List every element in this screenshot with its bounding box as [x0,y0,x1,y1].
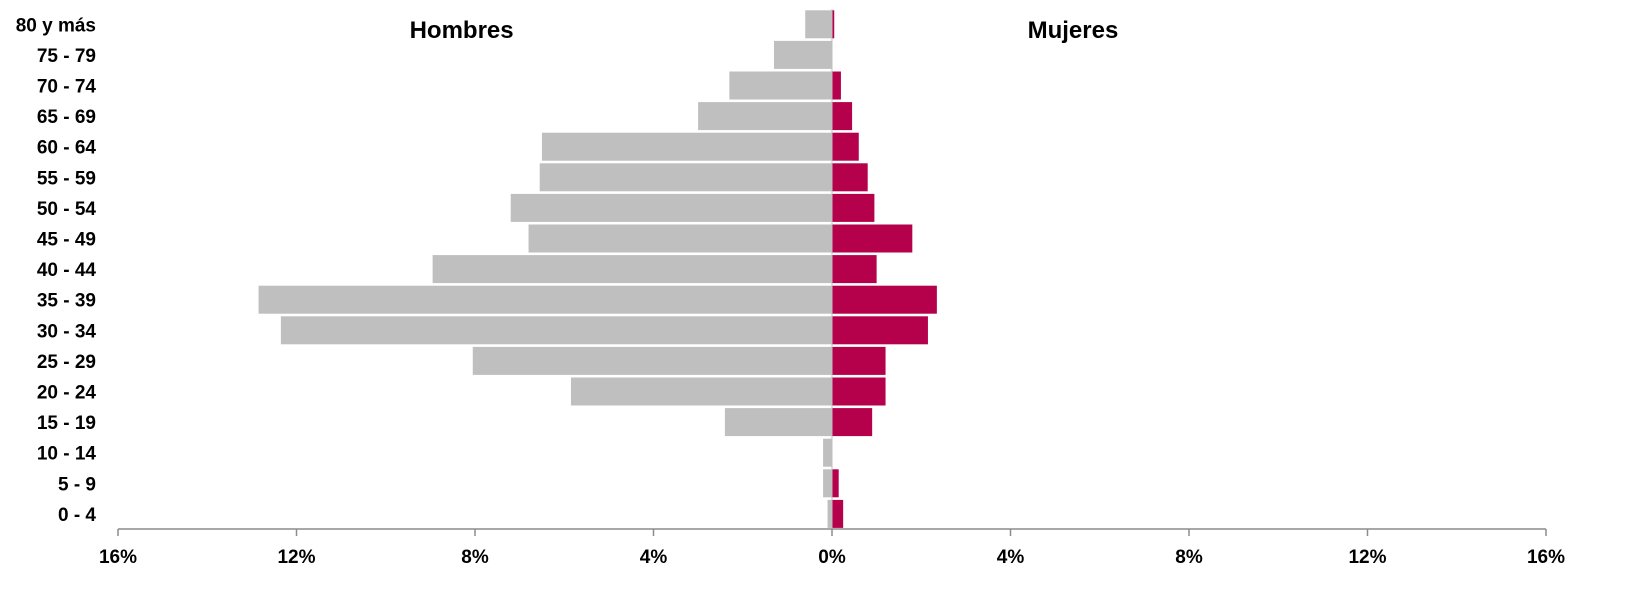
mujeres-group-label: Mujeres [1028,17,1119,44]
hombres-bars [258,10,833,528]
bar-hombres-6 [510,193,832,222]
bar-mujeres-8 [832,255,877,284]
bar-mujeres-4 [832,132,859,161]
bar-mujeres-9 [832,285,937,314]
age-label-2: 70 - 74 [37,77,97,98]
bar-hombres-3 [698,102,832,131]
bar-mujeres-0 [832,10,835,39]
x-tick-label-4: 0% [818,547,846,568]
mujeres-bars [832,10,937,528]
bar-hombres-5 [539,163,832,192]
x-tick-label-3: 4% [640,547,668,568]
bar-mujeres-11 [832,346,886,375]
bar-hombres-1 [773,40,832,69]
age-label-4: 60 - 64 [37,138,97,159]
bar-mujeres-3 [832,102,853,131]
x-tick-label-5: 4% [997,547,1025,568]
bar-hombres-16 [827,499,832,528]
age-label-5: 55 - 59 [37,168,96,189]
bar-hombres-12 [570,377,832,406]
bar-mujeres-12 [832,377,886,406]
bar-mujeres-13 [832,408,873,437]
bar-hombres-0 [805,10,832,39]
bar-hombres-9 [258,285,833,314]
bar-mujeres-6 [832,193,875,222]
age-label-0: 80 y más [16,15,96,36]
age-group-labels: 80 y más 75 - 79 70 - 74 65 - 69 60 - 64 55 -… [16,15,97,526]
bar-hombres-11 [472,346,832,375]
x-tick-label-6: 8% [1175,547,1203,568]
hombres-group-label: Hombres [410,17,514,44]
bar-hombres-7 [528,224,832,253]
age-label-8: 40 - 44 [37,260,97,281]
x-axis-ticks [117,529,1547,536]
age-label-7: 45 - 49 [37,230,96,251]
bar-hombres-2 [729,71,832,100]
bar-mujeres-7 [832,224,913,253]
bar-mujeres-16 [832,499,844,528]
age-label-10: 30 - 34 [37,321,97,342]
age-label-3: 65 - 69 [37,107,96,128]
bar-mujeres-2 [832,71,841,100]
bar-hombres-8 [432,255,832,284]
bar-mujeres-10 [832,316,928,345]
age-label-15: 5 - 9 [58,474,96,495]
age-label-14: 10 - 14 [37,444,97,465]
x-tick-label-7: 12% [1348,547,1386,568]
bar-hombres-14 [823,438,832,467]
age-label-13: 15 - 19 [37,413,96,434]
bar-mujeres-15 [832,469,839,498]
age-label-11: 25 - 29 [37,352,96,373]
x-tick-label-2: 8% [461,547,489,568]
x-tick-label-8: 16% [1527,547,1565,568]
bar-hombres-10 [280,316,833,345]
bar-hombres-15 [823,469,832,498]
age-label-16: 0 - 4 [58,505,96,526]
age-label-1: 75 - 79 [37,46,96,67]
bar-mujeres-5 [832,163,868,192]
bar-hombres-4 [541,132,832,161]
age-label-12: 20 - 24 [37,383,97,404]
age-label-6: 50 - 54 [37,199,97,220]
x-tick-label-0: 16% [99,547,137,568]
x-axis-tick-labels: 16% 12% 8% 4% 0% 4% 8% 12% 16% [99,547,1565,568]
x-tick-label-1: 12% [277,547,315,568]
age-label-9: 35 - 39 [37,291,96,312]
bar-hombres-13 [724,408,832,437]
